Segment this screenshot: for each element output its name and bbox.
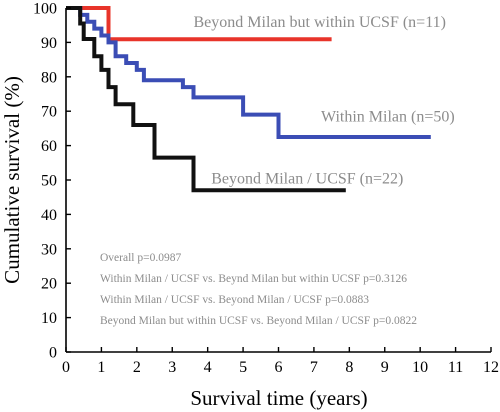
- x-tick-label: 9: [381, 359, 389, 376]
- y-axis-title: Cumulative survival (%): [0, 76, 24, 284]
- stats-annotation: Within Milan / UCSF vs. Beyond Milan / U…: [100, 294, 369, 306]
- y-tick-label: 60: [41, 138, 57, 155]
- y-tick-label: 10: [41, 310, 57, 327]
- x-tick-label: 12: [483, 359, 499, 376]
- x-tick-label: 10: [412, 359, 428, 376]
- x-tick-label: 0: [62, 359, 70, 376]
- series-layer: [66, 6, 431, 193]
- stats-annotation: Within Milan / UCSF vs. Beynd Milan but …: [100, 273, 407, 285]
- x-tick-label: 4: [204, 359, 212, 376]
- series-line-3: [66, 6, 346, 193]
- series-line-2: [66, 6, 431, 139]
- y-tick-label: 0: [49, 345, 57, 362]
- y-tick-label: 40: [41, 207, 57, 224]
- stats-annotation: Overall p=0.0987: [100, 252, 181, 264]
- x-tick-label: 5: [239, 359, 247, 376]
- series-line-1: [66, 6, 332, 42]
- y-tick-label: 80: [41, 69, 57, 86]
- x-tick-label: 7: [310, 359, 318, 376]
- y-tick-label: 90: [41, 35, 57, 52]
- x-tick-label: 11: [448, 359, 463, 376]
- x-tick-label: 8: [345, 359, 353, 376]
- y-tick-label: 100: [33, 1, 57, 18]
- x-tick-label: 6: [275, 359, 283, 376]
- x-tick-label: 3: [168, 359, 176, 376]
- x-axis-title: Survival time (years): [190, 386, 367, 410]
- x-tick-label: 2: [133, 359, 141, 376]
- x-tick-label: 1: [97, 359, 105, 376]
- stats-annotation: Beyond Milan but within UCSF vs. Beyond …: [100, 315, 417, 327]
- y-tick-label: 70: [41, 104, 57, 121]
- stats-annotations: Overall p=0.0987 Within Milan / UCSF vs. …: [100, 252, 417, 327]
- series-label: Within Milan (n=50): [321, 109, 455, 126]
- y-tick-label: 30: [41, 241, 57, 258]
- y-tick-label: 50: [41, 173, 57, 190]
- series-label: Beyond Milan / UCSF (n=22): [211, 170, 403, 187]
- y-tick-label: 20: [41, 276, 57, 293]
- series-labels-layer: Beyond Milan but within UCSF (n=11) Withi…: [194, 14, 455, 188]
- series-label: Beyond Milan but within UCSF (n=11): [194, 14, 446, 31]
